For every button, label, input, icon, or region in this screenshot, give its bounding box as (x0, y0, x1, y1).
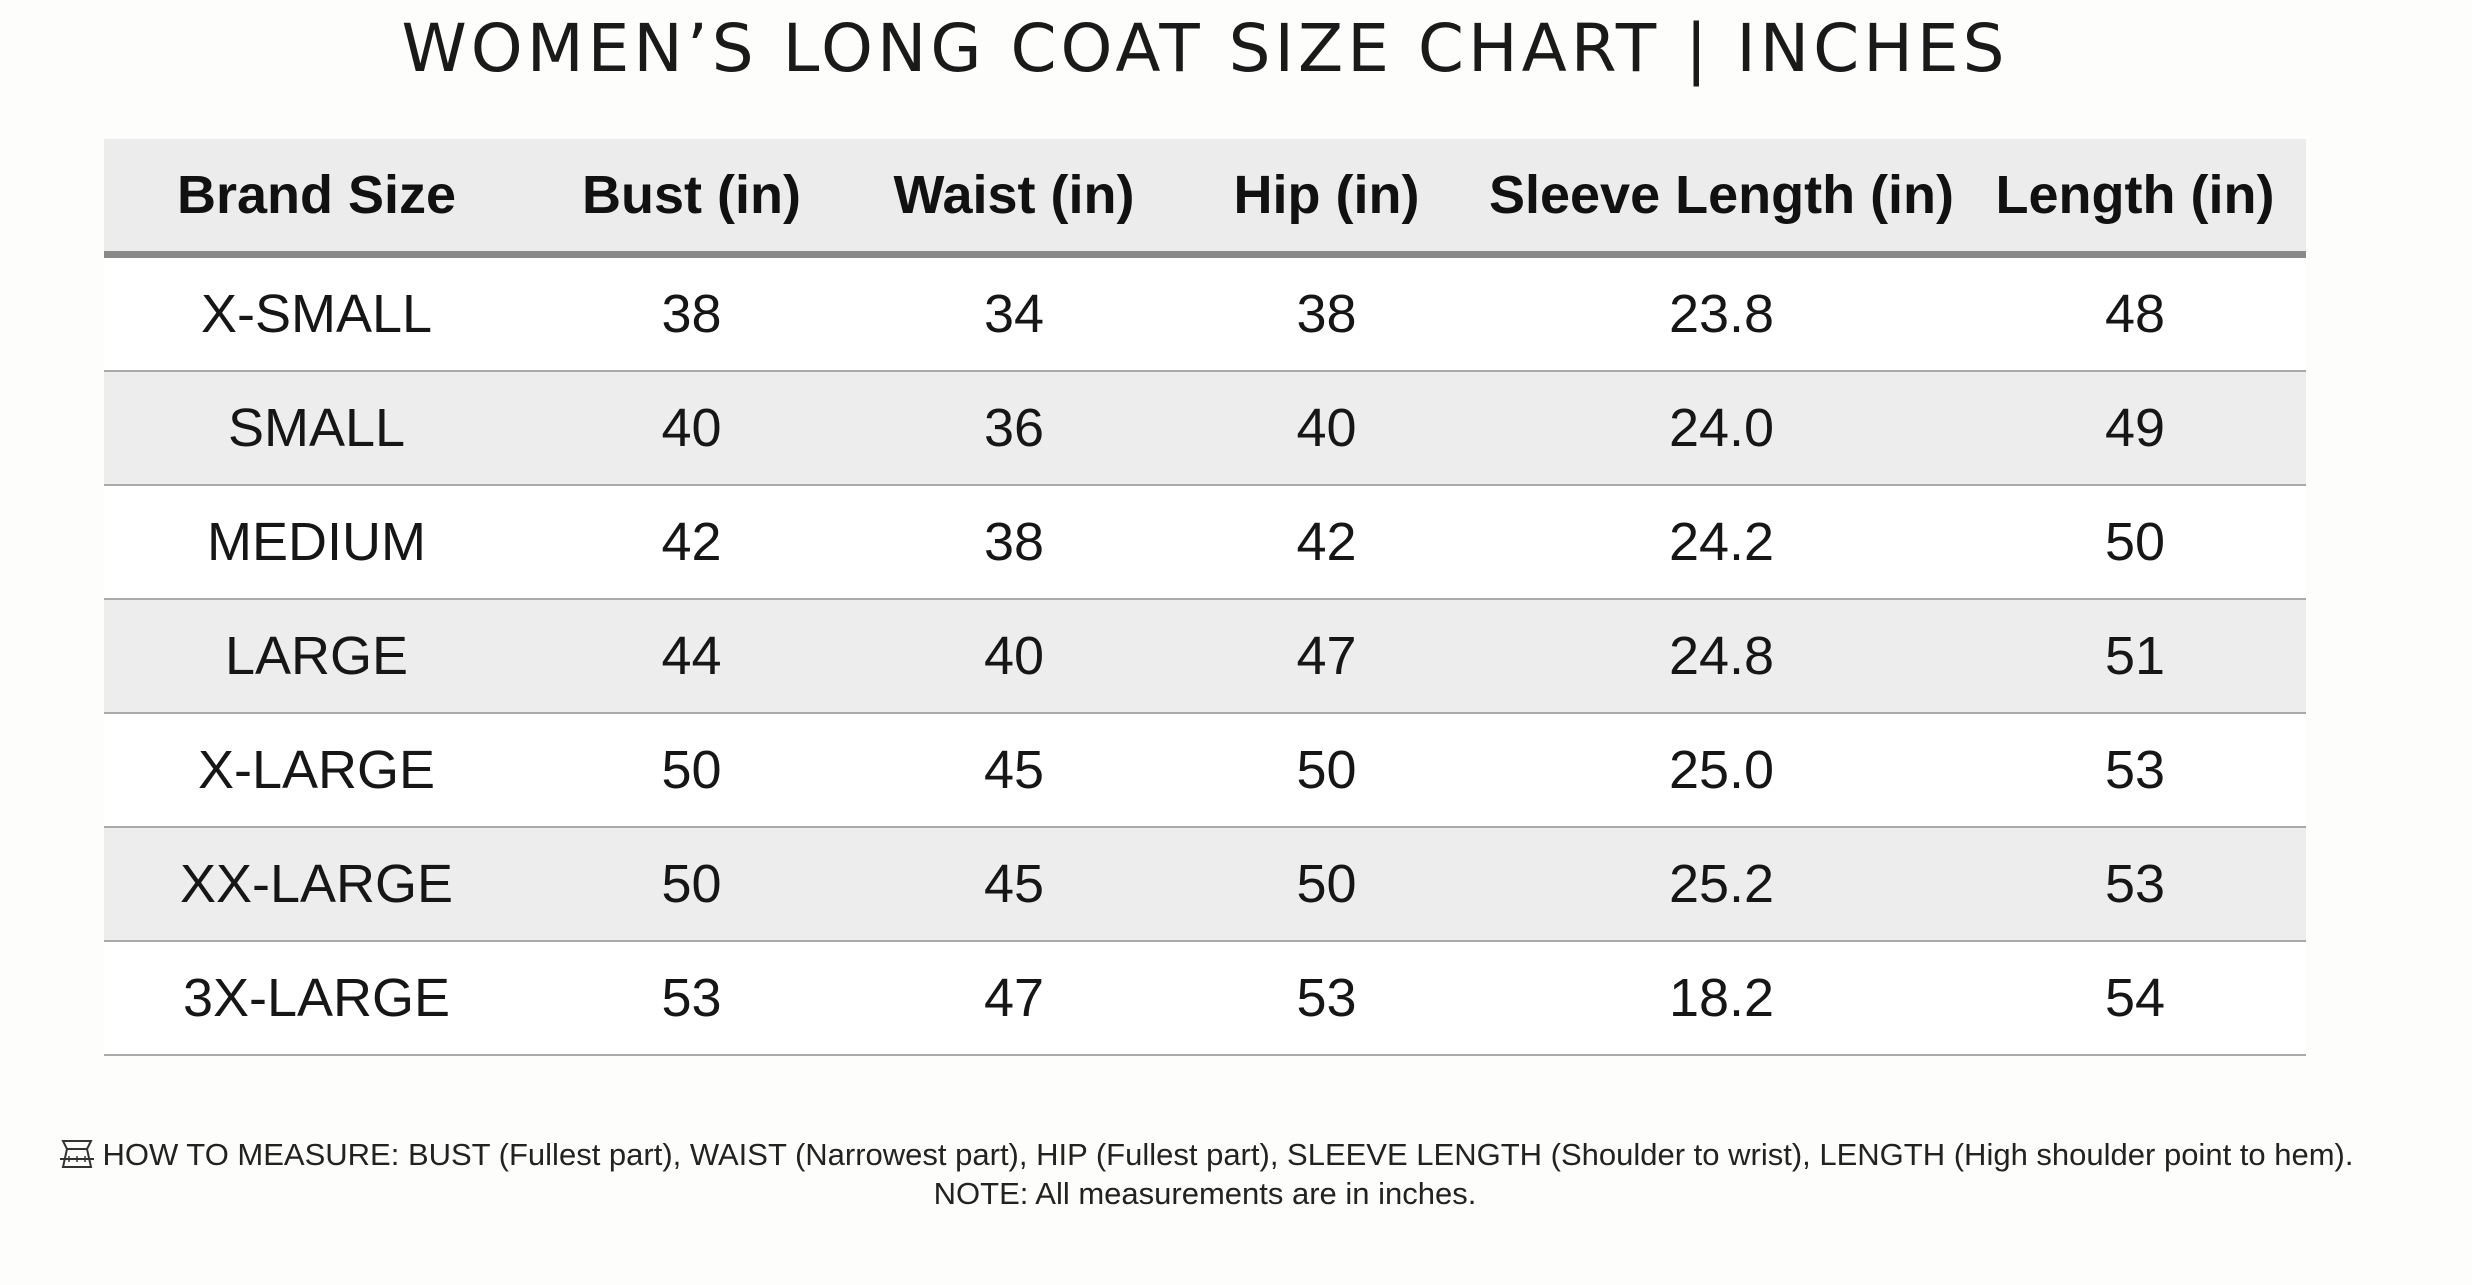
cell-length: 53 (1964, 713, 2306, 828)
how-to-measure-text: HOW TO MEASURE: BUST (Fullest part), WAI… (102, 1137, 2354, 1172)
cell-length: 51 (1964, 599, 2306, 714)
cell-waist: 38 (854, 485, 1174, 600)
header-length: Length (in) (1964, 139, 2306, 258)
header-brand-size: Brand Size (104, 139, 529, 258)
cell-waist: 34 (854, 254, 1174, 372)
measuring-tape-icon (59, 1140, 94, 1168)
cell-sleeve-length: 25.0 (1479, 713, 1964, 828)
cell-length: 54 (1964, 941, 2306, 1056)
cell-bust: 42 (529, 485, 854, 600)
cell-bust: 53 (529, 941, 854, 1056)
cell-hip: 40 (1174, 371, 1479, 486)
cell-waist: 45 (854, 713, 1174, 828)
cell-bust: 38 (529, 254, 854, 372)
size-table: Brand Size Bust (in) Waist (in) Hip (in)… (104, 139, 2306, 1056)
cell-size: X-LARGE (104, 713, 529, 828)
cell-waist: 36 (854, 371, 1174, 486)
header-bust: Bust (in) (529, 139, 854, 258)
cell-size: XX-LARGE (104, 827, 529, 942)
inches-note: NOTE: All measurements are in inches. (933, 1176, 1477, 1211)
cell-size: LARGE (104, 599, 529, 714)
cell-hip: 50 (1174, 713, 1479, 828)
cell-sleeve-length: 24.2 (1479, 485, 1964, 600)
how-to-measure-line: HOW TO MEASURE: BUST (Fullest part), WAI… (0, 1135, 2410, 1174)
chart-title: WOMEN’S LONG COAT SIZE CHART | INCHES (401, 10, 2009, 87)
header-row: Brand Size Bust (in) Waist (in) Hip (in)… (104, 139, 2306, 258)
cell-hip: 47 (1174, 599, 1479, 714)
cell-size: MEDIUM (104, 485, 529, 600)
cell-size: X-SMALL (104, 254, 529, 372)
measurement-notes: HOW TO MEASURE: BUST (Fullest part), WAI… (0, 1135, 2410, 1213)
table-row: LARGE 44 40 47 24.8 51 (104, 599, 2306, 714)
cell-hip: 42 (1174, 485, 1479, 600)
cell-bust: 40 (529, 371, 854, 486)
header-hip: Hip (in) (1174, 139, 1479, 258)
table-row: SMALL 40 36 40 24.0 49 (104, 371, 2306, 486)
table-row: XX-LARGE 50 45 50 25.2 53 (104, 827, 2306, 942)
cell-waist: 45 (854, 827, 1174, 942)
table-row: X-SMALL 38 34 38 23.8 48 (104, 254, 2306, 372)
cell-sleeve-length: 25.2 (1479, 827, 1964, 942)
table-row: 3X-LARGE 53 47 53 18.2 54 (104, 941, 2306, 1056)
cell-waist: 47 (854, 941, 1174, 1056)
cell-waist: 40 (854, 599, 1174, 714)
header-waist: Waist (in) (854, 139, 1174, 258)
cell-bust: 50 (529, 713, 854, 828)
cell-bust: 44 (529, 599, 854, 714)
cell-hip: 38 (1174, 254, 1479, 372)
table-row: X-LARGE 50 45 50 25.0 53 (104, 713, 2306, 828)
cell-length: 53 (1964, 827, 2306, 942)
cell-sleeve-length: 23.8 (1479, 254, 1964, 372)
cell-size: SMALL (104, 371, 529, 486)
table-row: MEDIUM 42 38 42 24.2 50 (104, 485, 2306, 600)
cell-hip: 53 (1174, 941, 1479, 1056)
cell-size: 3X-LARGE (104, 941, 529, 1056)
cell-sleeve-length: 18.2 (1479, 941, 1964, 1056)
cell-sleeve-length: 24.0 (1479, 371, 1964, 486)
cell-length: 50 (1964, 485, 2306, 600)
header-sleeve-length: Sleeve Length (in) (1479, 139, 1964, 258)
cell-length: 48 (1964, 254, 2306, 372)
cell-bust: 50 (529, 827, 854, 942)
size-chart-table: Brand Size Bust (in) Waist (in) Hip (in)… (104, 139, 2306, 1056)
cell-sleeve-length: 24.8 (1479, 599, 1964, 714)
cell-length: 49 (1964, 371, 2306, 486)
cell-hip: 50 (1174, 827, 1479, 942)
